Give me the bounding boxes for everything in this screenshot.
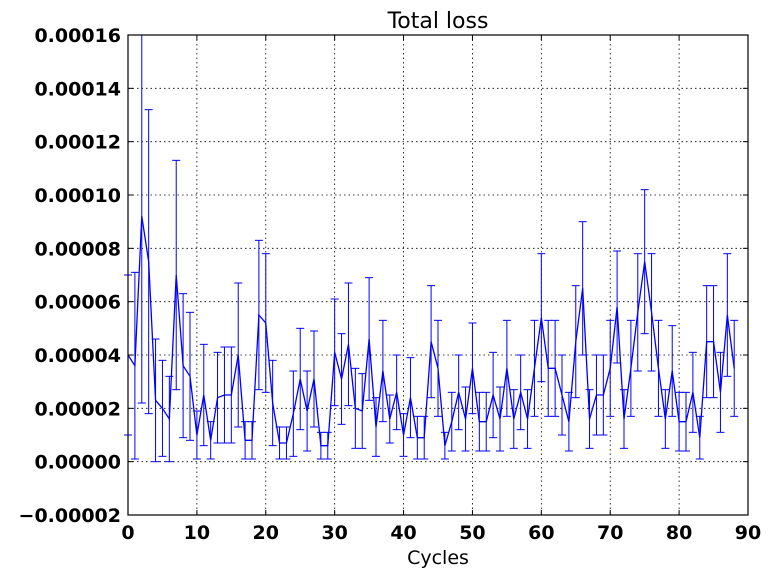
y-tick-label: 0.00012 [34, 132, 121, 154]
x-axis-label: Cycles [407, 547, 469, 569]
series-line [127, 216, 735, 447]
tick-layer: 0 10 20 30 40 50 60 70 80 90 −0.00002 0.00000 0.0000… [19, 25, 762, 544]
x-tick-label: 20 [253, 522, 279, 544]
x-tick-label: 0 [121, 522, 134, 544]
chart-title: Total loss [387, 9, 489, 34]
plot-area-frame [127, 34, 749, 516]
x-tick-label: 90 [735, 522, 761, 544]
series-layer [127, 216, 735, 447]
y-tick-label: 0.00006 [34, 292, 121, 314]
x-tick-label: 80 [666, 522, 692, 544]
y-tick-label: 0.00016 [34, 25, 121, 47]
y-tick-label: 0.00014 [34, 78, 121, 100]
x-tick-label: 50 [459, 522, 485, 544]
y-tick-label: 0.00004 [34, 345, 121, 367]
y-tick-label: 0.00000 [34, 452, 121, 474]
x-tick-label: 30 [321, 522, 347, 544]
y-tick-label: 0.00008 [34, 238, 121, 260]
x-tick-label: 10 [184, 522, 210, 544]
y-tick-label: 0.00002 [34, 398, 121, 420]
x-tick-label: 40 [390, 522, 416, 544]
y-tick-label: −0.00002 [19, 505, 121, 527]
x-tick-label: 60 [528, 522, 554, 544]
y-tick-label: 0.00010 [34, 185, 121, 207]
x-tick-label: 70 [597, 522, 623, 544]
